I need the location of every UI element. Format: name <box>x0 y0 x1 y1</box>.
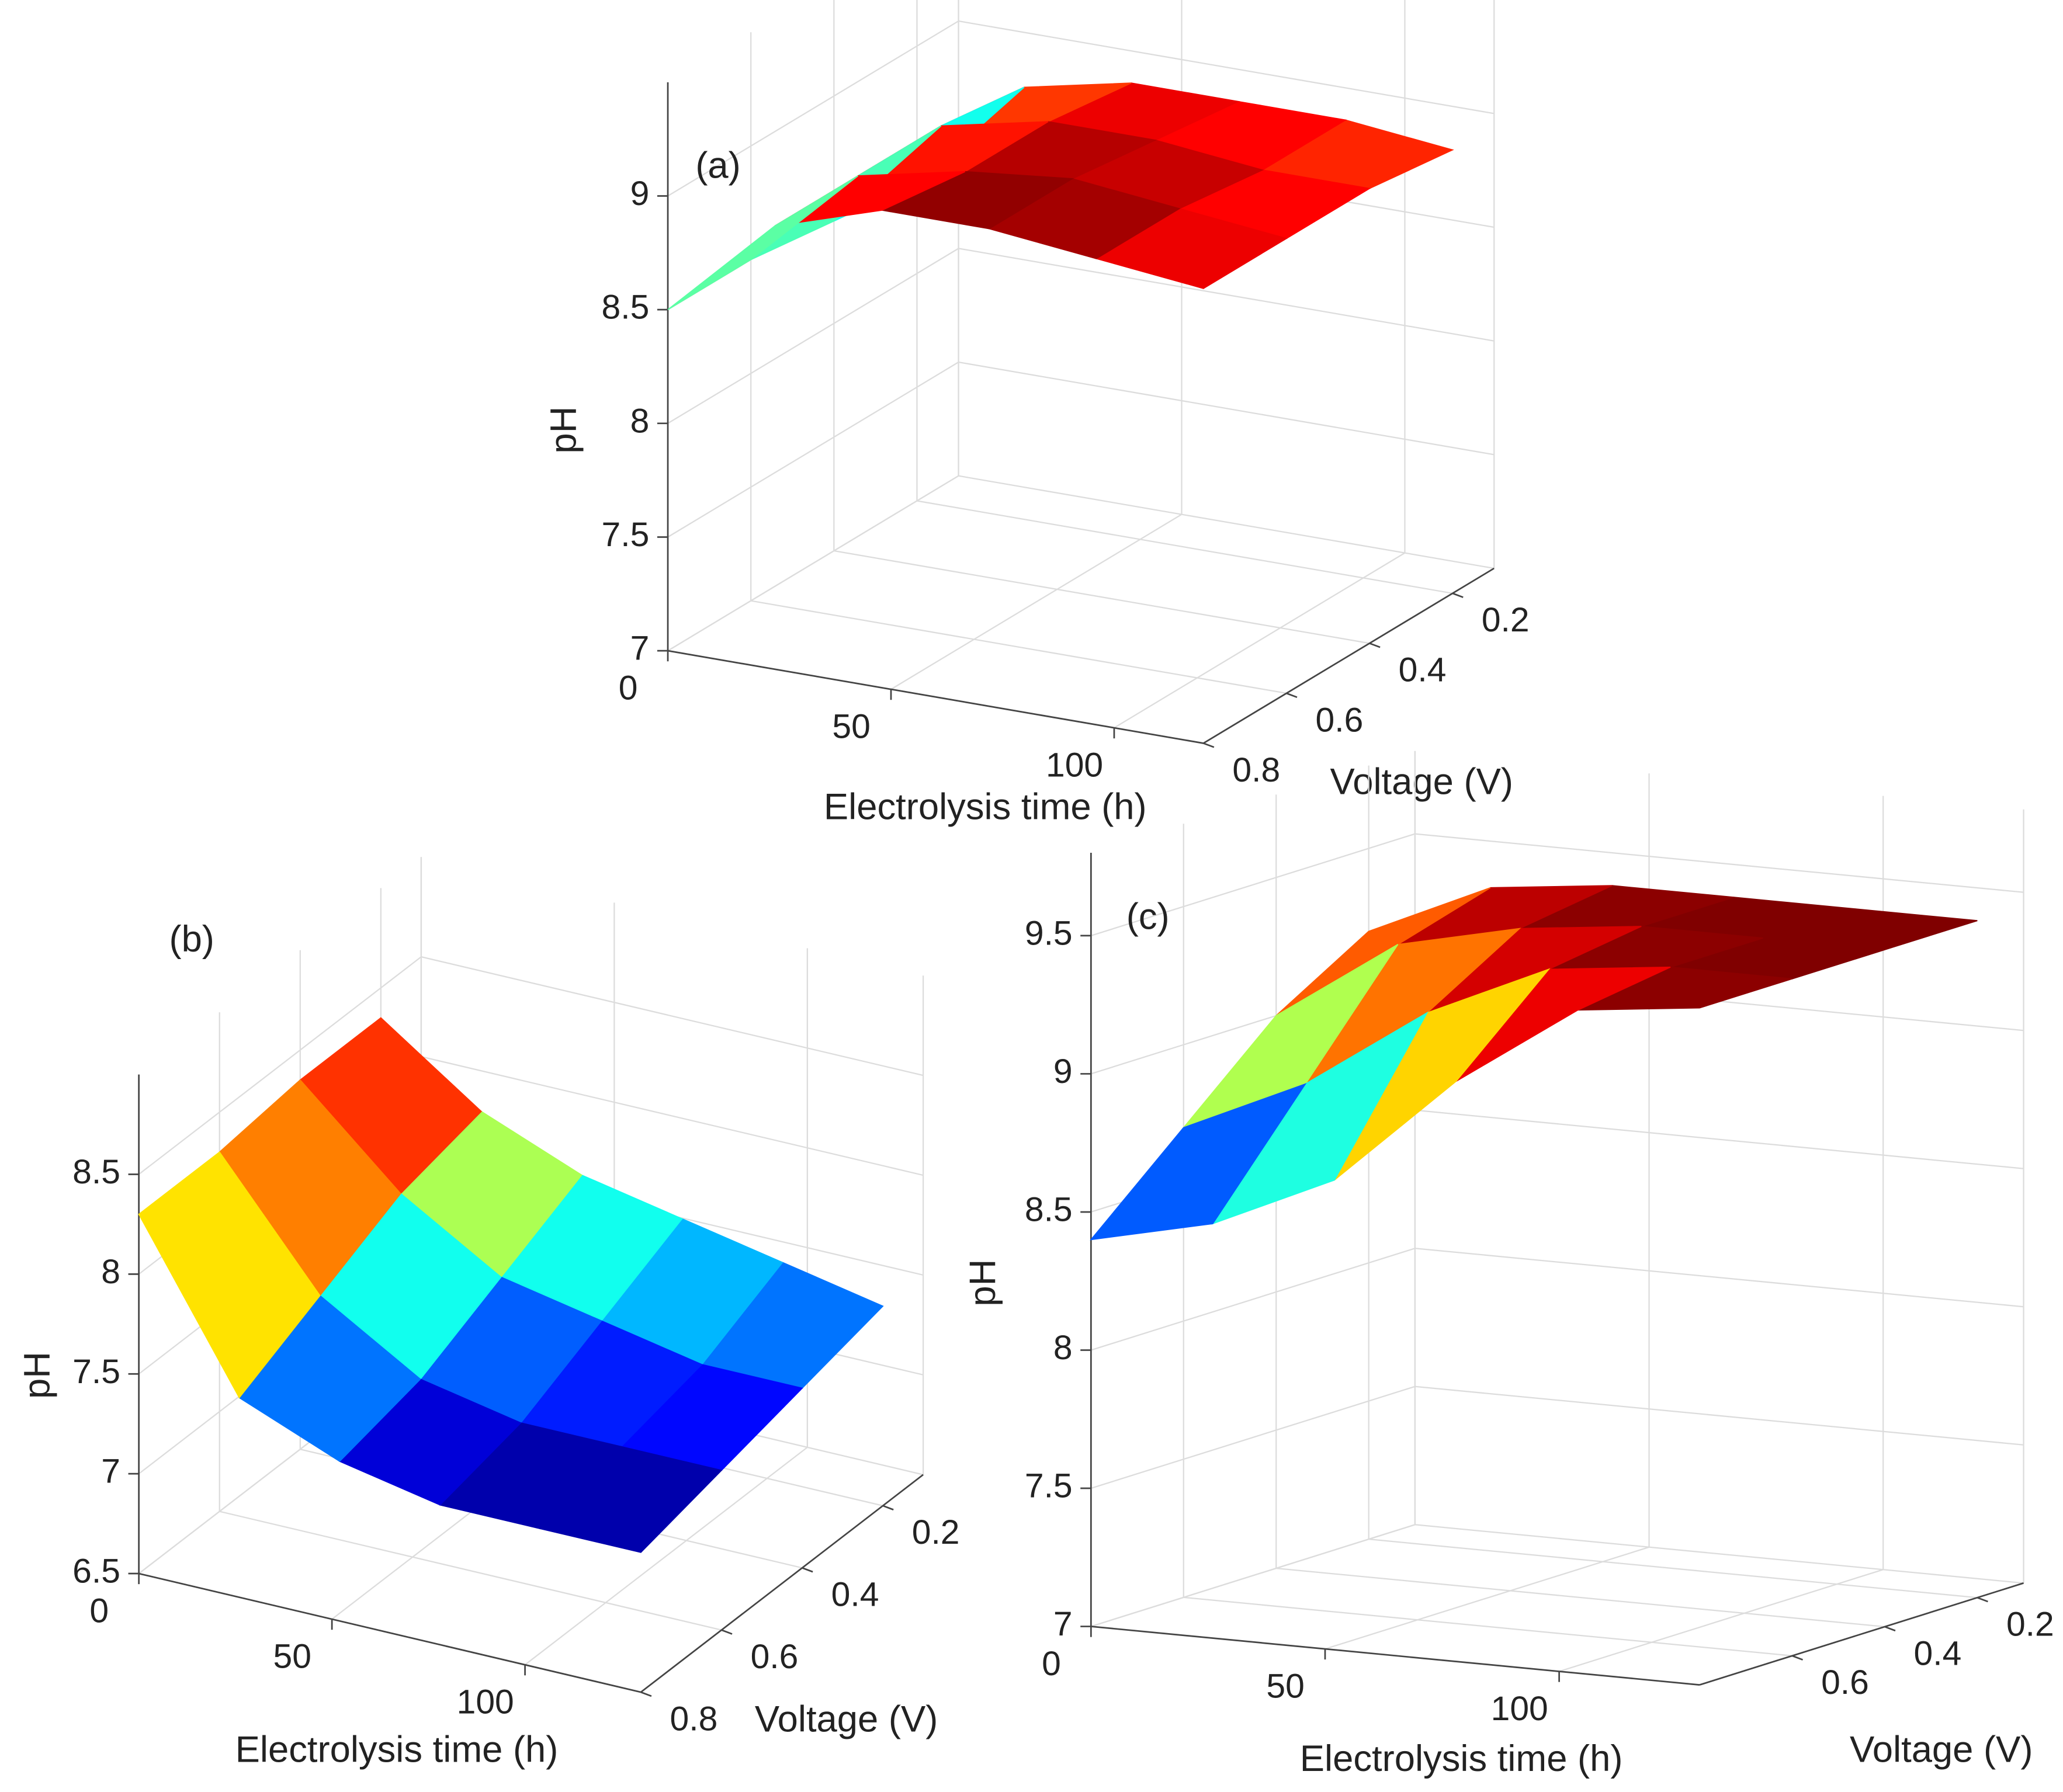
tick-mark <box>802 1567 813 1573</box>
x-tick-label: 0 <box>619 669 638 707</box>
axis-line <box>640 1474 924 1693</box>
x-tick-label: 0 <box>89 1592 109 1630</box>
panel-label: (b) <box>169 919 214 960</box>
tick-mark <box>1977 1596 1988 1603</box>
grid-line <box>524 1446 808 1666</box>
tick-mark <box>640 1691 652 1697</box>
tick-mark <box>1884 1626 1896 1632</box>
z-tick-label: 8.5 <box>1025 1191 1073 1229</box>
tick-mark <box>1452 592 1464 598</box>
y-tick-label: 0.2 <box>1482 601 1530 639</box>
grid-line <box>1414 1385 2024 1446</box>
grid-line <box>667 475 959 652</box>
x-axis-label: Electrolysis time (h) <box>235 1729 559 1770</box>
x-axis-label: Electrolysis time (h) <box>824 786 1147 827</box>
z-axis-label: pH <box>962 1259 1003 1307</box>
panel-label: (c) <box>1126 896 1170 937</box>
grid-line <box>1414 1524 2024 1584</box>
grid-line <box>138 956 422 1175</box>
y-tick-label: 0.2 <box>912 1513 960 1551</box>
tick-mark <box>1791 1655 1804 1661</box>
grid-line <box>1414 1248 2024 1308</box>
grid-line <box>421 1055 924 1176</box>
grid-line <box>834 550 1370 644</box>
x-axis-label: Electrolysis time (h) <box>1300 1738 1623 1779</box>
surface-patch <box>1090 1083 1307 1241</box>
y-tick-label: 0.2 <box>2006 1606 2054 1644</box>
x-tick-label: 100 <box>1491 1690 1548 1728</box>
tick-mark <box>1203 742 1215 748</box>
panel-label: (a) <box>695 145 740 186</box>
x-tick-label: 50 <box>832 708 870 746</box>
surface-patch <box>667 175 859 310</box>
grid-line <box>1091 833 1416 936</box>
z-axis-label: pH <box>543 407 584 454</box>
z-tick-label: 7 <box>630 630 650 668</box>
y-tick-label: 0.4 <box>1399 651 1447 689</box>
z-tick-label: 7.5 <box>72 1353 120 1391</box>
tick-mark <box>1286 692 1298 698</box>
z-tick-label: 8 <box>630 402 650 440</box>
axis-line <box>1699 1582 2024 1686</box>
grid-line <box>1368 1539 1978 1599</box>
x-tick-label: 50 <box>1266 1667 1304 1705</box>
axis-line <box>138 1572 642 1693</box>
z-tick-label: 8.5 <box>602 289 650 327</box>
axis-line <box>667 650 1204 744</box>
grid-line <box>1091 1524 1416 1627</box>
grid-line <box>667 20 959 197</box>
z-axis-label: pH <box>17 1352 58 1399</box>
grid-line <box>1183 1596 1792 1656</box>
axis-line <box>1203 567 1495 744</box>
y-tick-label: 0.6 <box>1821 1663 1869 1701</box>
tick-mark <box>721 1629 733 1635</box>
tick-mark <box>882 1505 894 1510</box>
grid-line <box>1414 1109 2024 1169</box>
z-tick-label: 9 <box>630 175 650 213</box>
y-tick-label: 0.6 <box>1316 701 1364 739</box>
grid-line <box>1325 1546 1649 1650</box>
x-tick-label: 0 <box>1042 1645 1061 1683</box>
y-tick-label: 0.4 <box>1914 1634 1962 1672</box>
grid-line <box>958 361 1495 456</box>
z-tick-label: 9.5 <box>1025 914 1073 952</box>
grid-line <box>890 513 1183 690</box>
z-tick-label: 7 <box>1053 1605 1073 1643</box>
axis-line <box>1091 1626 1700 1686</box>
y-tick-label: 0.4 <box>831 1576 879 1614</box>
x-tick-label: 100 <box>1046 746 1103 784</box>
z-tick-label: 7.5 <box>1025 1467 1073 1505</box>
grid-line <box>667 362 959 538</box>
grid-line <box>1414 833 2024 893</box>
y-axis-label: Voltage (V) <box>1850 1729 2033 1770</box>
grid-line <box>1276 1567 1885 1628</box>
z-tick-label: 7 <box>101 1453 120 1491</box>
z-tick-label: 7.5 <box>602 516 650 554</box>
tick-mark <box>1369 643 1381 648</box>
grid-line <box>667 248 959 424</box>
y-tick-label: 0.8 <box>670 1700 718 1738</box>
z-tick-label: 6.5 <box>72 1553 120 1590</box>
z-tick-label: 8 <box>101 1253 120 1291</box>
grid-line <box>1114 552 1406 729</box>
y-axis-label: Voltage (V) <box>1330 761 1513 802</box>
grid-line <box>1091 1248 1416 1351</box>
grid-line <box>421 956 924 1076</box>
x-tick-label: 100 <box>457 1683 514 1721</box>
surface-patch <box>138 1151 321 1399</box>
y-axis-label: Voltage (V) <box>755 1699 938 1739</box>
y-tick-label: 0.6 <box>751 1638 799 1676</box>
grid-line <box>917 500 1453 594</box>
grid-line <box>219 1510 722 1631</box>
grid-line <box>751 600 1287 694</box>
grid-line <box>1091 1385 1416 1489</box>
z-tick-label: 8.5 <box>72 1153 120 1191</box>
z-tick-label: 8 <box>1053 1329 1073 1367</box>
y-tick-label: 0.8 <box>1232 751 1280 789</box>
x-tick-label: 50 <box>273 1638 311 1676</box>
grid-line <box>1559 1569 1884 1672</box>
z-tick-label: 9 <box>1053 1053 1073 1091</box>
